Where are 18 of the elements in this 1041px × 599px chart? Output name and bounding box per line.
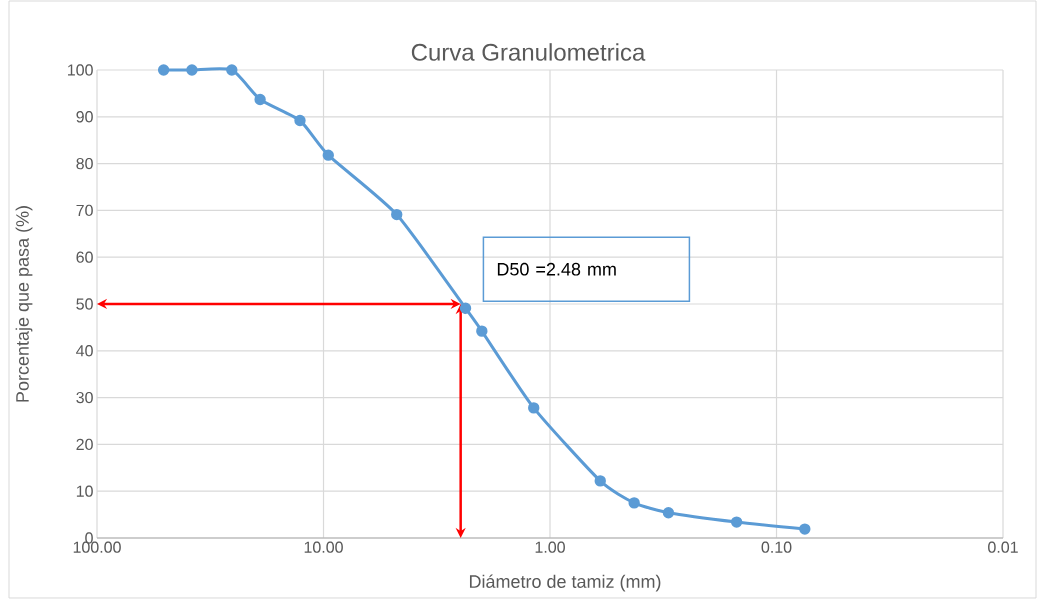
- x-axis-title: Diámetro de tamiz (mm): [469, 574, 661, 592]
- y-tick-label: 100: [68, 64, 93, 76]
- x-tick-label: 0.10: [761, 541, 792, 553]
- x-tick-label: 10.00: [304, 541, 343, 553]
- y-tick-label: 10: [76, 485, 93, 497]
- x-tick-label: 1.00: [535, 541, 565, 553]
- y-tick-label: 90: [76, 111, 93, 123]
- y-tick-label: 70: [76, 204, 93, 217]
- x-tick-label: 0.01: [988, 541, 1018, 553]
- chart-title: Curva Granulometrica: [411, 43, 646, 61]
- y-tick-label: 30: [76, 391, 93, 404]
- y-tick-label: 20: [76, 438, 93, 451]
- y-tick-label: 80: [76, 157, 93, 170]
- y-tick-label: 40: [76, 345, 93, 357]
- annotation: D50 =2.48 mm: [497, 262, 616, 276]
- y-tick-label: 60: [76, 251, 93, 263]
- y-axis-title: Porcentaje que pasa (%): [15, 206, 33, 402]
- y-tick-label: 50: [76, 298, 93, 310]
